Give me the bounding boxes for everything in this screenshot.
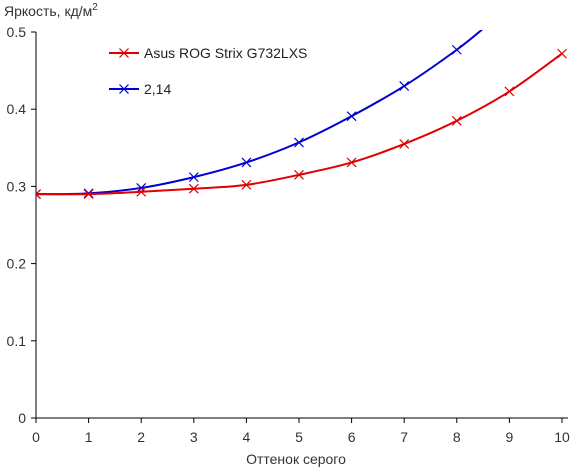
data-point (188, 183, 199, 194)
data-point (294, 137, 304, 148)
x-tick-label: 1 (85, 429, 93, 445)
y-tick-label: 0 (18, 410, 26, 426)
y-tick-label: 0.2 (7, 256, 27, 272)
legend-label: 2,14 (144, 81, 171, 97)
x-tick-label: 9 (506, 429, 514, 445)
data-point (504, 86, 515, 97)
data-point (557, 48, 567, 59)
series-line (36, 52, 563, 196)
x-tick-label: 7 (400, 429, 408, 445)
x-tick-label: 5 (295, 429, 303, 445)
legend-marker (119, 84, 129, 94)
axes (35, 32, 568, 419)
legend-label: Asus ROG Strix G732LXS (144, 45, 307, 61)
y-tick-label: 0.3 (7, 178, 27, 194)
series-line (36, 30, 484, 196)
series-layer (36, 30, 567, 200)
data-point (399, 81, 410, 91)
x-tick-label: 4 (243, 429, 251, 445)
y-axis-label: Яркость, кд/м2 (4, 2, 98, 19)
data-point (188, 172, 199, 183)
data-point (136, 186, 147, 197)
x-tick-label: 6 (348, 429, 356, 445)
x-tick-label: 8 (453, 429, 461, 445)
y-tick-label: 0.5 (7, 24, 27, 40)
x-tick-label: 3 (190, 429, 198, 445)
data-point (451, 44, 462, 55)
data-point (346, 111, 357, 122)
x-axis-label: Оттенок серого (246, 451, 346, 467)
y-tick-label: 0.1 (7, 333, 27, 349)
x-tick-label: 10 (554, 429, 570, 445)
legend-item: Asus ROG Strix G732LXS (109, 45, 307, 61)
ticks: 0 1 2 3 4 5 6 7 8 9 10 0 0.1 0.2 0.3 0.4 0.5 (7, 24, 570, 445)
y-tick-label: 0.4 (7, 101, 27, 117)
data-point (451, 115, 462, 126)
x-tick-label: 0 (32, 429, 40, 445)
series-asus (36, 48, 567, 200)
legend: Asus ROG Strix G732LXS 2,14 (109, 45, 307, 97)
legend-marker (119, 48, 129, 58)
data-point (294, 169, 304, 180)
data-point (36, 189, 41, 200)
legend-item: 2,14 (109, 81, 171, 97)
data-point (83, 189, 94, 200)
data-point (399, 139, 410, 149)
data-point (241, 157, 252, 168)
x-tick-label: 2 (137, 429, 145, 445)
data-point (346, 157, 357, 168)
data-point (241, 179, 252, 190)
